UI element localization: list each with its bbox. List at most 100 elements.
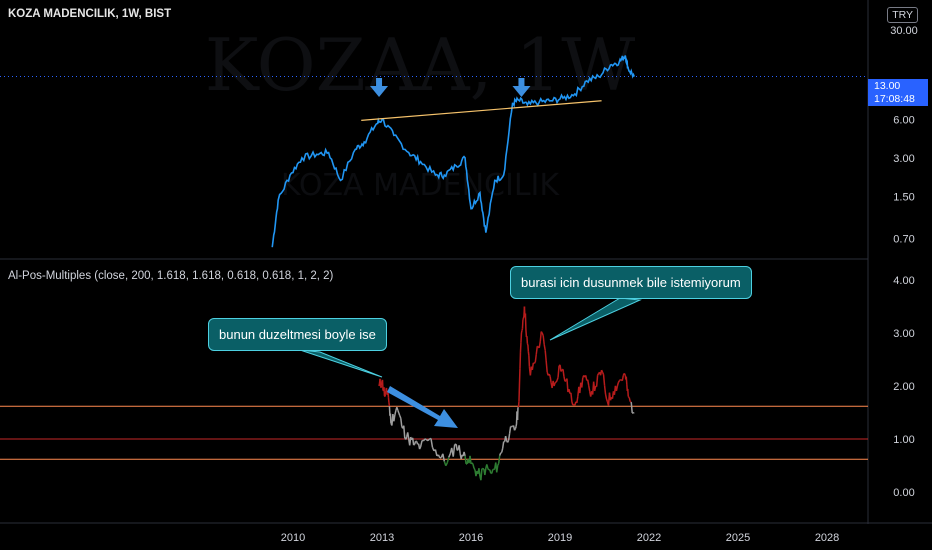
multiple-series-segment xyxy=(602,374,606,386)
multiple-series-segment xyxy=(418,446,422,450)
price-tick-label: 3.00 xyxy=(893,153,914,165)
multiple-series-segment xyxy=(556,377,559,381)
x-tick-label: 2028 xyxy=(815,532,839,544)
indicator-tick-label: 0.00 xyxy=(893,487,914,499)
x-tick-label: 2019 xyxy=(548,532,572,544)
multiple-series-segment xyxy=(403,425,406,439)
multiple-series-segment xyxy=(406,432,410,440)
multiple-series-segment xyxy=(534,354,538,363)
multiple-series-segment xyxy=(615,385,619,392)
indicator-tick-label: 1.00 xyxy=(893,434,914,446)
multiple-series-segment xyxy=(442,453,446,462)
multiple-series-segment xyxy=(572,403,575,406)
multiple-series-segment xyxy=(486,464,489,469)
multiple-series-segment xyxy=(500,448,504,453)
multiple-series-segment xyxy=(532,362,535,365)
multiple-series-segment xyxy=(595,375,599,387)
callout-worry[interactable]: burasi icin dusunmek bile istemiyorum xyxy=(510,266,752,299)
x-tick-label: 2022 xyxy=(637,532,661,544)
multiple-series-segment xyxy=(472,464,475,469)
multiple-series-segment xyxy=(484,468,487,476)
multiple-series-segment xyxy=(586,379,590,386)
x-tick-label: 2016 xyxy=(459,532,483,544)
multiple-series-segment xyxy=(422,438,426,442)
multiple-series-segment xyxy=(469,455,472,464)
price-tick-label: 30.00 xyxy=(890,25,918,37)
multiple-series-segment xyxy=(400,418,403,427)
multiple-series-segment xyxy=(491,469,494,474)
indicator-tick-label: 4.00 xyxy=(893,275,914,287)
multiple-series-segment xyxy=(501,441,505,449)
multiple-series-segment xyxy=(456,449,459,451)
multiple-series-segment xyxy=(596,373,600,376)
multiple-series-segment xyxy=(553,382,556,387)
watermark-name: KOZA MADENCILIK xyxy=(281,168,561,203)
callout-correction[interactable]: bunun duzeltmesi boyle ise xyxy=(208,318,387,351)
multiple-series-segment xyxy=(405,436,408,440)
multiple-series-segment xyxy=(480,468,483,481)
multiple-series-segment xyxy=(458,445,461,454)
multiple-series-segment xyxy=(531,362,535,370)
x-tick-label: 2013 xyxy=(370,532,394,544)
indicator-tick-label: 2.00 xyxy=(893,381,914,393)
watermark-symbol: KOZAA, 1W xyxy=(205,23,636,107)
multiple-series-segment xyxy=(489,469,492,474)
multiple-series-segment xyxy=(452,444,456,457)
multiple-series-segment xyxy=(495,465,499,473)
multiple-series-segment xyxy=(557,365,560,378)
multiple-series-segment xyxy=(536,345,539,348)
multiple-series-segment xyxy=(621,375,625,381)
multiple-series-segment xyxy=(473,467,476,471)
multiple-series-segment xyxy=(616,382,620,387)
indicator-title: Al-Pos-Multiples (close, 200, 1.618, 1.6… xyxy=(8,270,334,282)
multiple-series-segment xyxy=(562,369,565,377)
multiple-series-segment xyxy=(437,454,441,459)
price-tick-label: 0.70 xyxy=(893,234,914,246)
multiple-series-segment xyxy=(543,344,546,351)
multiple-series-segment xyxy=(399,415,402,419)
multiple-series-segment xyxy=(413,443,416,446)
callout-pointer xyxy=(299,349,383,378)
multiple-series-segment xyxy=(394,410,397,416)
multiple-series-segment xyxy=(628,397,631,402)
multiple-series-segment xyxy=(426,439,429,442)
multiple-series-segment xyxy=(617,380,621,383)
price-series-line xyxy=(271,55,635,248)
multiple-series-segment xyxy=(581,377,584,388)
multiple-series-segment xyxy=(630,402,633,413)
multiple-series-segment xyxy=(413,440,417,445)
multiple-series-segment xyxy=(487,468,490,471)
multiple-series-segment xyxy=(513,428,517,431)
multiple-series-segment xyxy=(398,412,401,417)
multiple-series-segment xyxy=(393,414,396,422)
last-price-value: 13.00 xyxy=(874,80,901,92)
currency-badge[interactable]: TRY xyxy=(887,7,918,23)
x-tick-label: 2025 xyxy=(726,532,750,544)
multiple-series-segment xyxy=(497,455,501,464)
multiple-series-segment xyxy=(471,462,474,465)
chart-title: KOZA MADENCILIK, 1W, BIST xyxy=(8,8,172,20)
multiple-series-segment xyxy=(506,439,510,443)
multiple-series-segment xyxy=(564,380,567,382)
trend-line xyxy=(361,100,602,121)
multiple-series-segment xyxy=(445,462,448,467)
indicator-tick-label: 3.00 xyxy=(893,328,914,340)
multiple-series-segment xyxy=(548,373,551,377)
multiple-series-segment xyxy=(618,379,621,382)
x-tick-label: 2010 xyxy=(281,532,305,544)
multiple-series-segment xyxy=(478,468,481,477)
multiple-series-segment xyxy=(538,341,541,348)
multiple-series-segment xyxy=(427,438,431,442)
multiple-series-segment xyxy=(430,438,434,448)
multiple-series-segment xyxy=(424,438,427,441)
multiple-series-segment xyxy=(419,440,423,448)
multiple-series-segment xyxy=(541,332,544,336)
multiple-series-segment xyxy=(434,449,438,457)
multiple-series-segment xyxy=(493,468,496,471)
multiple-series-segment xyxy=(570,392,573,402)
multiple-series-segment xyxy=(463,451,466,457)
price-tick-label: 6.00 xyxy=(893,114,914,126)
multiple-series-segment xyxy=(411,437,415,446)
multiple-series-segment xyxy=(497,462,500,466)
